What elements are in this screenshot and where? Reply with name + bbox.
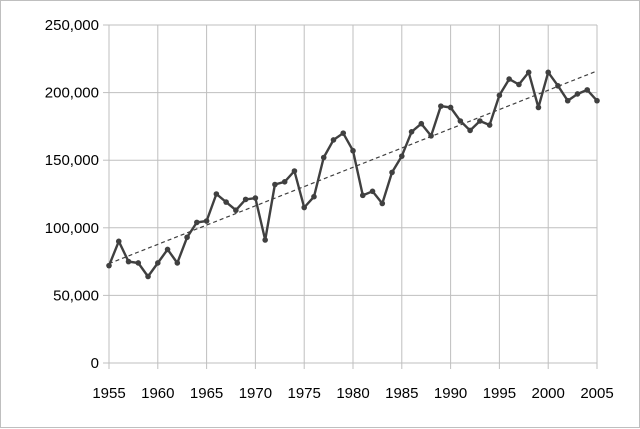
- x-tick-label: 1965: [190, 385, 223, 402]
- y-tick-label: 250,000: [45, 17, 99, 34]
- data-point: [467, 127, 473, 134]
- data-point: [145, 273, 151, 280]
- x-tick-label: 2000: [532, 385, 565, 402]
- data-point: [516, 81, 522, 88]
- data-point: [428, 133, 434, 139]
- x-tick-label: 1960: [141, 385, 174, 402]
- data-point: [418, 120, 425, 127]
- data-point: [574, 91, 581, 97]
- x-tick-label: 1990: [434, 385, 467, 402]
- data-point: [311, 193, 317, 200]
- x-axis-ticks: 1955 1960 1965 1970 1975 1980 1985 1990 1995 2000…: [92, 362, 614, 402]
- data-point: [477, 118, 483, 124]
- y-tick-label: 200,000: [45, 85, 99, 102]
- data-point: [379, 200, 386, 207]
- data-point: [564, 97, 571, 104]
- data-point: [545, 69, 551, 76]
- data-point: [399, 153, 405, 159]
- data-point: [584, 87, 591, 93]
- data-point: [272, 181, 278, 188]
- y-tick-label: 0: [91, 355, 99, 372]
- x-tick-label: 1975: [288, 385, 321, 402]
- data-point: [213, 191, 220, 197]
- data-point: [203, 218, 210, 224]
- data-point: [330, 137, 337, 143]
- y-tick-label: 150,000: [45, 152, 99, 169]
- data-point: [320, 154, 327, 161]
- gridlines: [108, 24, 598, 364]
- data-point: [506, 76, 512, 82]
- x-tick-label: 2005: [580, 385, 613, 402]
- y-tick-label: 100,000: [45, 220, 99, 237]
- y-tick-label: 50,000: [53, 287, 99, 304]
- data-point: [359, 192, 366, 199]
- x-tick-label: 1955: [92, 385, 125, 402]
- data-point: [164, 246, 171, 253]
- data-point: [262, 237, 268, 243]
- data-point: [106, 262, 112, 269]
- data-point: [135, 260, 142, 266]
- data-point: [125, 258, 132, 265]
- y-axis-ticks: 0 50,000 100,000 150,000 200,000 250,000: [45, 17, 109, 372]
- data-point: [291, 168, 298, 174]
- data-point: [155, 260, 161, 266]
- data-point: [301, 204, 308, 211]
- data-point: [233, 207, 239, 214]
- data-point: [438, 103, 444, 109]
- data-point: [194, 219, 200, 226]
- data-point: [369, 188, 376, 195]
- data-point: [535, 104, 542, 111]
- data-point: [223, 199, 229, 205]
- data-point: [242, 196, 249, 203]
- data-point: [350, 147, 356, 154]
- data-point: [115, 238, 122, 245]
- x-tick-label: 1970: [239, 385, 272, 402]
- data-point: [555, 83, 561, 89]
- x-tick-label: 1985: [385, 385, 418, 402]
- data-point: [252, 195, 259, 201]
- series-group: [106, 69, 600, 280]
- data-point: [594, 97, 600, 104]
- data-point: [184, 234, 190, 241]
- x-tick-label: 1995: [483, 385, 516, 402]
- data-point: [496, 92, 503, 99]
- data-point: [457, 118, 464, 124]
- x-tick-label: 1980: [336, 385, 369, 402]
- data-point: [525, 69, 532, 76]
- data-point: [447, 104, 454, 111]
- data-point: [408, 129, 415, 135]
- data-point: [281, 179, 288, 185]
- data-point: [389, 169, 395, 176]
- data-point: [340, 130, 347, 136]
- data-point: [174, 260, 181, 266]
- data-point: [486, 122, 493, 128]
